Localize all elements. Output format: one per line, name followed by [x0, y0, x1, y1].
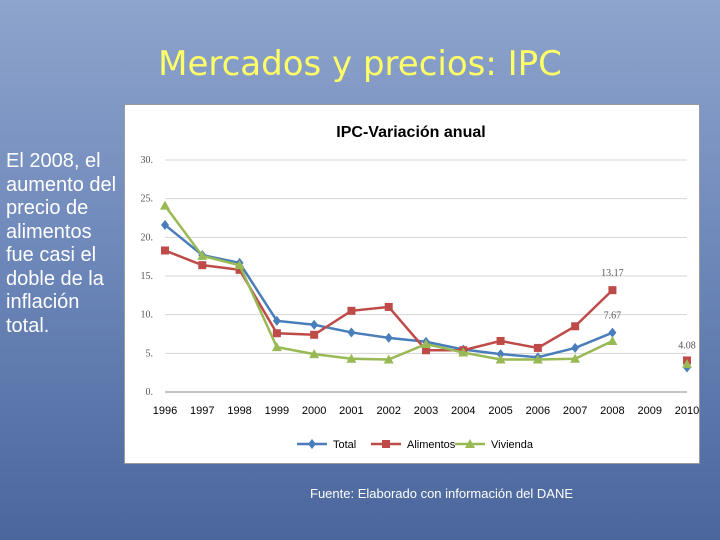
line-chart: IPC-Variación anual 0. 5. 10. 15. 20. 25. 30. 1…: [141, 124, 700, 451]
x-tick-label: 2005: [488, 405, 512, 417]
point: [496, 336, 505, 345]
point: [384, 332, 393, 343]
y-tick-label: 0.: [146, 387, 154, 398]
point: [383, 354, 394, 364]
x-tick-label: 1998: [227, 405, 251, 417]
point: [160, 200, 170, 210]
x-tick-label: 2006: [526, 405, 550, 417]
x-tick-label: 2004: [451, 405, 475, 417]
y-tick-label: 30.: [141, 155, 154, 166]
x-tick-label: 2002: [376, 405, 400, 417]
data-label: 4.08: [678, 340, 696, 351]
data-labels: 13.17 7.67 4.08: [601, 268, 696, 351]
y-tick-label: 10.: [141, 310, 154, 321]
point: [161, 246, 169, 255]
data-label: 13.17: [601, 268, 624, 279]
x-tick-label: 1999: [265, 405, 289, 417]
point: [495, 354, 506, 364]
series-vivienda: [160, 200, 692, 369]
point: [310, 330, 319, 339]
legend: Total Alimentos Vivienda: [297, 439, 534, 451]
point: [346, 353, 357, 363]
x-tick-label: 2001: [339, 405, 363, 417]
chart-container: IPC-Variación anual 0. 5. 10. 15. 20. 25. 30. 1…: [124, 104, 700, 464]
chart-title: IPC-Variación anual: [336, 124, 485, 141]
axes: 0. 5. 10. 15. 20. 25. 30. 1996 1997 1998 1999 2000 2…: [141, 155, 700, 417]
y-tick-label: 15.: [141, 271, 154, 282]
grid-lines: [165, 159, 687, 393]
legend-label: Alimentos: [407, 439, 456, 451]
source-note: Fuente: Elaborado con información del DA…: [310, 486, 574, 501]
point: [234, 260, 245, 270]
point: [571, 342, 580, 353]
point: [458, 347, 469, 357]
legend-label: Vivienda: [491, 439, 534, 451]
y-tick-label: 5.: [146, 348, 154, 359]
point: [198, 261, 207, 270]
y-tick-label: 25.: [141, 194, 154, 205]
x-tick-label: 1997: [190, 405, 214, 417]
point: [682, 359, 692, 369]
x-tick-label: 2007: [563, 405, 587, 417]
point: [308, 439, 316, 449]
point: [384, 302, 393, 311]
point: [607, 335, 618, 345]
x-tick-label: 2008: [600, 405, 624, 417]
x-tick-label: 2009: [637, 405, 661, 417]
data-label: 7.67: [604, 311, 622, 322]
series-alimentos: [161, 246, 691, 365]
point: [422, 346, 430, 355]
point: [532, 354, 543, 364]
point: [571, 322, 580, 331]
point: [310, 319, 319, 330]
point: [608, 327, 617, 338]
point: [347, 306, 356, 315]
point: [570, 353, 581, 363]
point: [309, 349, 320, 359]
point: [496, 349, 505, 360]
point: [235, 265, 244, 274]
point: [421, 339, 431, 349]
point: [272, 329, 281, 338]
x-tick-label: 2010: [675, 405, 699, 417]
point: [347, 327, 356, 338]
point: [161, 219, 169, 230]
x-tick-label: 2000: [302, 405, 326, 417]
point: [533, 343, 542, 352]
point: [271, 342, 282, 352]
point: [272, 315, 281, 326]
point: [465, 439, 475, 448]
legend-label: Total: [333, 439, 356, 451]
side-text: El 2008, el aumento del precio de alimen…: [6, 150, 117, 337]
y-tick-label: 20.: [141, 232, 154, 243]
point: [197, 250, 208, 260]
series: [160, 200, 692, 373]
point: [382, 440, 390, 448]
x-tick-label: 1996: [153, 405, 177, 417]
slide-title: Mercados y precios: IPC: [158, 44, 562, 84]
x-tick-label: 2003: [414, 405, 438, 417]
point: [608, 286, 617, 295]
